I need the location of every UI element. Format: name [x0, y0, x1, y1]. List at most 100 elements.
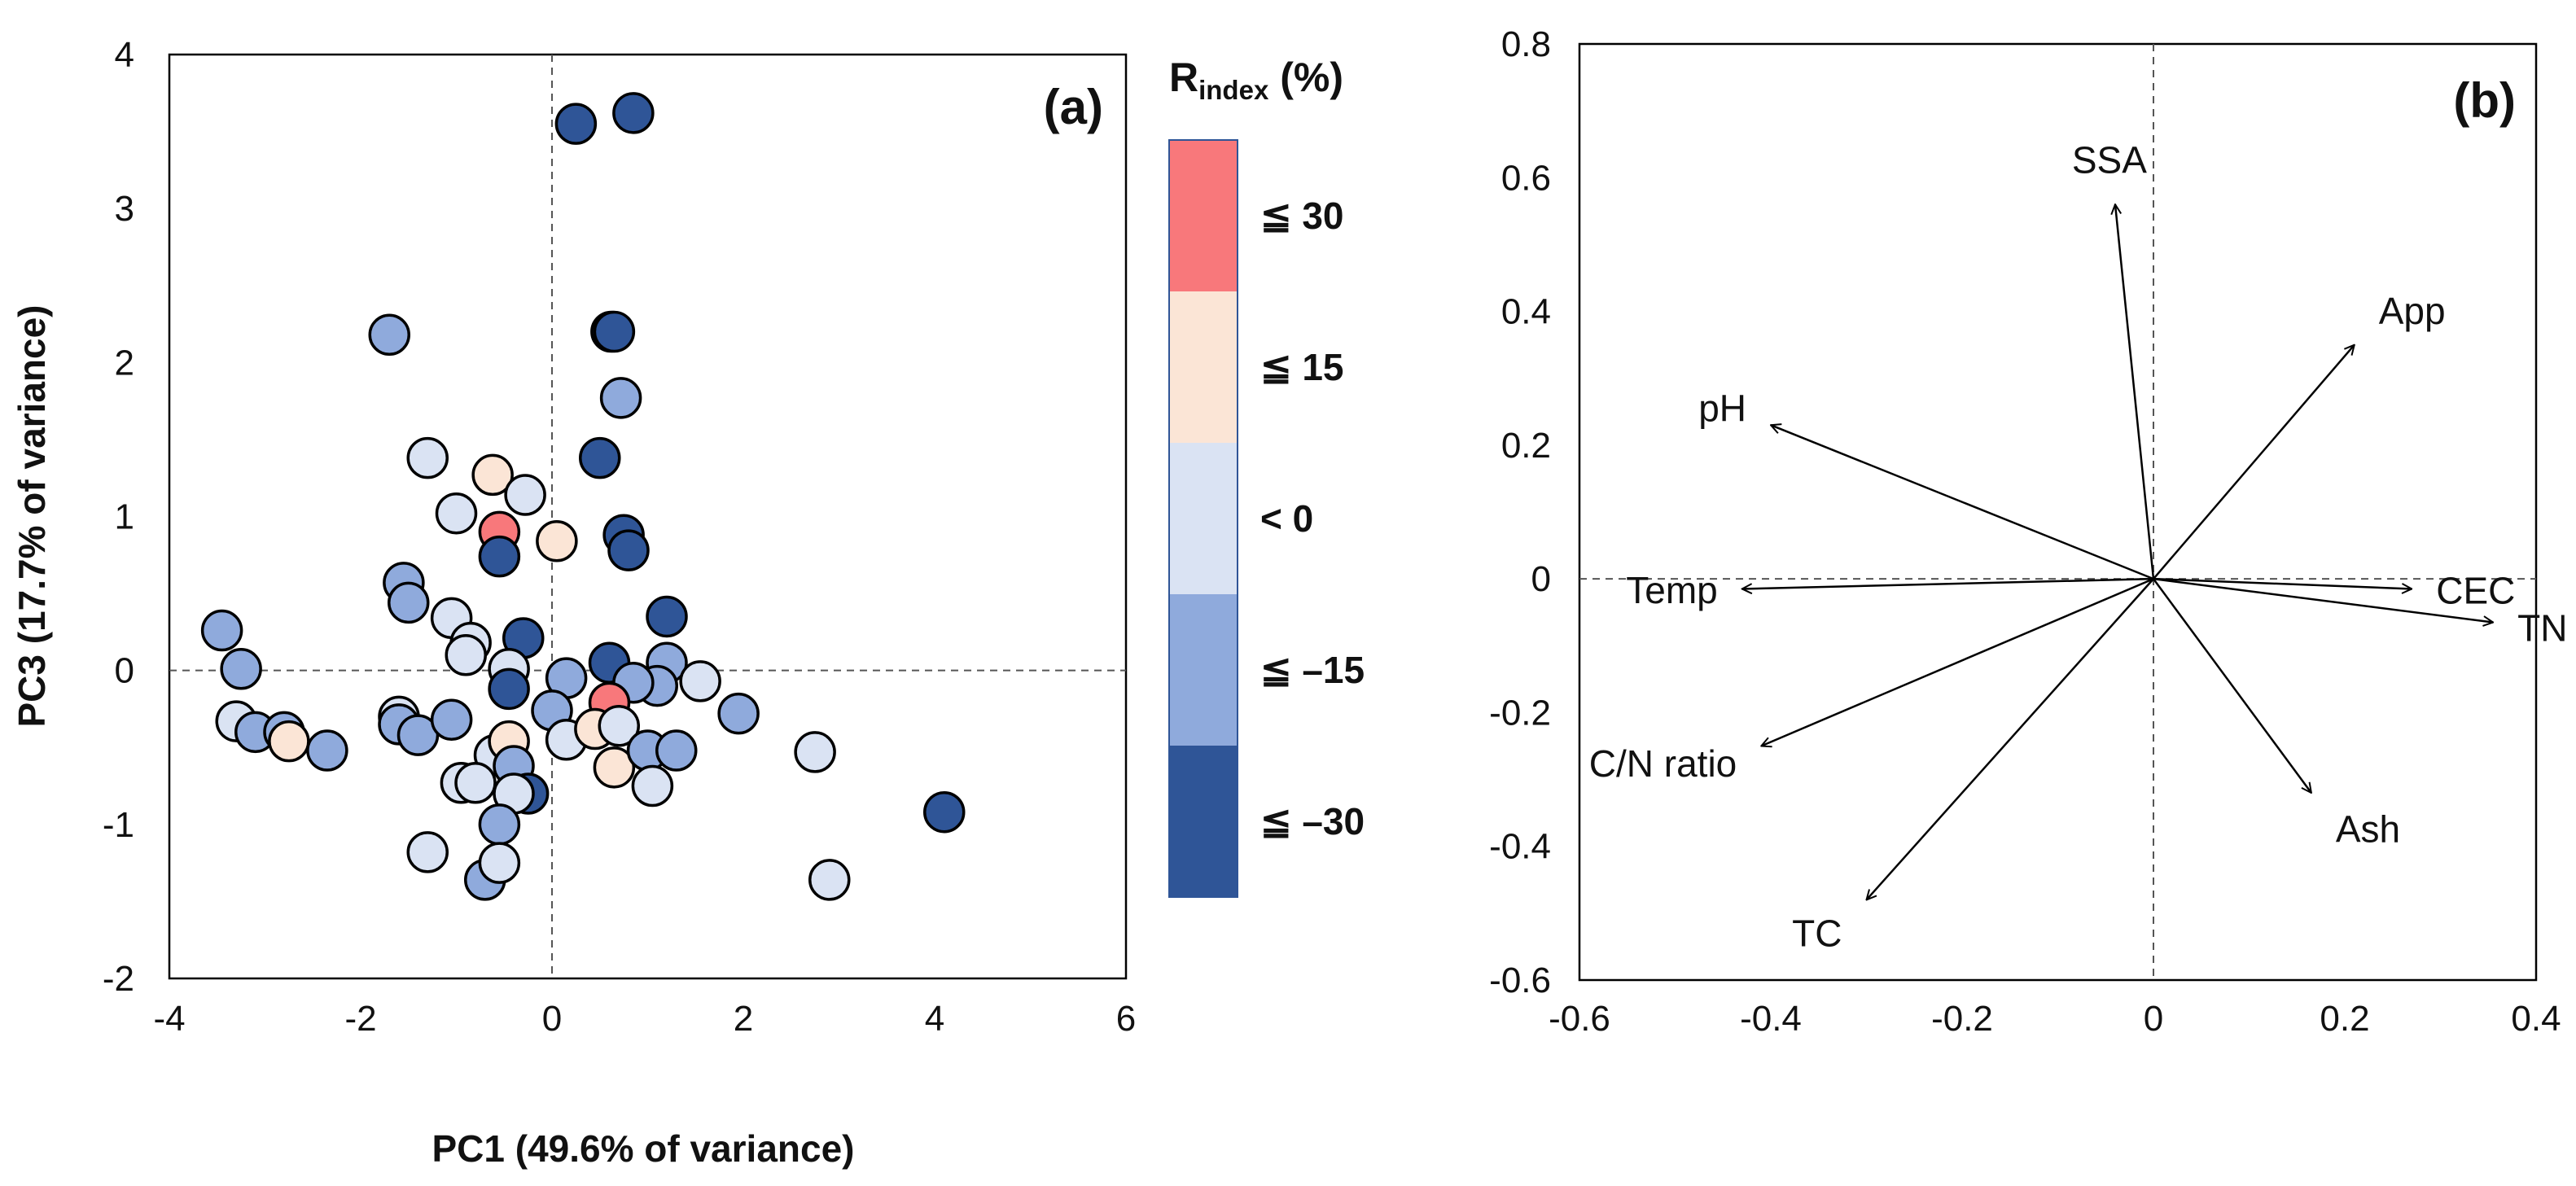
panel-b-y-tick-label: 0.6	[1501, 158, 1551, 198]
panel-a-y-tick-label: 0	[115, 651, 134, 691]
data-point	[554, 103, 598, 145]
panel-a-y-axis-title: PC3 (17.7% of variance)	[11, 304, 53, 727]
legend-swatch-30	[1169, 746, 1238, 897]
panel-a-y-tick-label: 3	[115, 189, 134, 229]
vector-ash-arrow	[2152, 578, 2311, 793]
panel-a-y-ticks: -2 -1 0 1 2 3 4	[103, 35, 134, 999]
panel-a-y-tick-label: -1	[103, 805, 134, 845]
legend-title: Rindex (%)	[1169, 55, 1343, 105]
vector-ph-arrow	[1771, 425, 2154, 580]
panel-a-y-tick-label: 4	[115, 35, 134, 75]
panel-b-y-tick-label: 0.4	[1501, 292, 1551, 332]
data-point	[599, 377, 642, 419]
vector-app-arrow	[2153, 345, 2355, 580]
legend-frame	[1168, 139, 1238, 898]
legend-title-suffix: (%)	[1268, 55, 1343, 100]
vector-app-label: App	[2379, 290, 2446, 332]
panel-a-x-tick-label: 4	[925, 999, 944, 1039]
panel-b-y-tick-label: 0	[1531, 559, 1551, 599]
panel-a-x-tick-label: -2	[344, 999, 376, 1039]
data-point	[200, 609, 243, 652]
panel-a-zero-lines	[169, 55, 1126, 978]
panel-b-label: (b)	[2453, 73, 2516, 128]
data-point	[646, 595, 688, 638]
panel-a-label: (a)	[1044, 80, 1103, 134]
panel-b-zero-lines	[1579, 44, 2536, 980]
legend-label-15: ≦ 15	[1260, 346, 1344, 388]
panel-b-biplot: -0.6 -0.4 -0.2 0 0.2 0.4 -0.6 -0.4 -0.2 0 0.2 0.4 0…	[1489, 24, 2567, 1039]
legend-bins: ≦ 30 ≦ 15 < 0 ≦ –15 ≦ –30	[1168, 139, 1365, 898]
data-point	[923, 790, 966, 834]
panel-b-x-ticks: -0.6 -0.4 -0.2 0 0.2 0.4	[1549, 999, 2561, 1039]
vector-c-n-ratio-arrow	[1761, 577, 2154, 746]
data-point	[655, 729, 698, 772]
legend-label-30: ≦ –30	[1260, 800, 1365, 842]
data-point	[593, 746, 636, 789]
data-point	[220, 648, 262, 690]
panel-a-x-tick-label: -4	[153, 999, 185, 1039]
panel-b-x-tick-label: -0.4	[1740, 999, 1802, 1039]
data-point	[607, 529, 650, 571]
vector-ssa-arrow	[2115, 204, 2155, 580]
panel-b-y-tick-label: -0.4	[1489, 827, 1551, 867]
data-point	[435, 492, 478, 535]
data-point	[368, 313, 410, 357]
data-point	[406, 831, 449, 873]
vector-cec-label: CEC	[2436, 570, 2515, 612]
panel-b-x-tick-label: 0	[2144, 999, 2163, 1039]
legend-label-15: ≦ –15	[1260, 649, 1365, 691]
data-point	[631, 764, 674, 807]
data-point	[388, 581, 430, 624]
data-point	[504, 474, 546, 516]
data-point	[478, 803, 521, 846]
data-point	[478, 535, 521, 578]
panel-a-y-tick-label: -2	[103, 959, 134, 999]
panel-a-x-tick-label: 0	[542, 999, 562, 1039]
data-point	[268, 720, 310, 763]
panel-a-plot-frame	[168, 53, 1128, 980]
data-point	[717, 692, 760, 735]
panel-b-x-tick-label: 0.2	[2320, 999, 2369, 1039]
data-point	[471, 453, 514, 497]
panel-b-x-tick-label: 0.4	[2511, 999, 2561, 1039]
legend-title-main: R	[1169, 55, 1198, 100]
data-point	[488, 667, 530, 711]
vector-ssa-label: SSA	[2072, 138, 2147, 181]
vector-c-n-ratio-label: C/N ratio	[1589, 742, 1737, 785]
data-point	[579, 436, 621, 479]
data-point	[445, 634, 487, 676]
vector-tc-arrow	[1867, 578, 2154, 899]
panel-a-y-tick-label: 2	[115, 343, 134, 383]
panel-b-y-tick-label: -0.6	[1489, 961, 1551, 1000]
panel-a-y-tick-label: 1	[115, 497, 134, 537]
panel-b-y-tick-label: -0.2	[1489, 693, 1551, 733]
legend-swatch-15	[1169, 291, 1238, 443]
panel-a-points	[200, 92, 966, 901]
panel-a-x-tick-label: 2	[734, 999, 753, 1039]
data-point	[430, 698, 473, 741]
panel-b-plot-frame	[1578, 42, 2538, 982]
panel-a-scatter: -4 -2 0 2 4 6 -2 -1 0 1 2 3 4 (a) PC3 (17.7% of var…	[11, 35, 1136, 1039]
legend-label-30: ≦ 30	[1260, 195, 1344, 237]
legend-title-sub: index	[1198, 75, 1269, 105]
data-point	[593, 310, 636, 353]
panel-b-x-tick-label: -0.6	[1549, 999, 1610, 1039]
vector-temp-label: Temp	[1626, 569, 1717, 611]
panel-b-y-tick-label: 0.8	[1501, 24, 1551, 64]
vector-cec-arrow	[2153, 577, 2412, 589]
legend-swatch-15	[1169, 594, 1238, 746]
panel-b-y-tick-label: 0.2	[1501, 426, 1551, 466]
vector-tn-arrow	[2153, 577, 2493, 622]
data-point	[612, 92, 655, 134]
r-index-legend: Rindex (%) ≦ 30 ≦ 15 < 0 ≦ –15 ≦ –30	[1168, 55, 1365, 898]
vector-tc-label: TC	[1792, 912, 1842, 954]
panel-a-x-tick-label: 6	[1116, 999, 1136, 1039]
data-point	[306, 729, 348, 772]
data-point	[679, 660, 721, 702]
legend-label-0: < 0	[1260, 497, 1313, 540]
data-point	[808, 859, 851, 901]
vector-ash-label: Ash	[2336, 807, 2400, 850]
data-point	[406, 436, 449, 479]
